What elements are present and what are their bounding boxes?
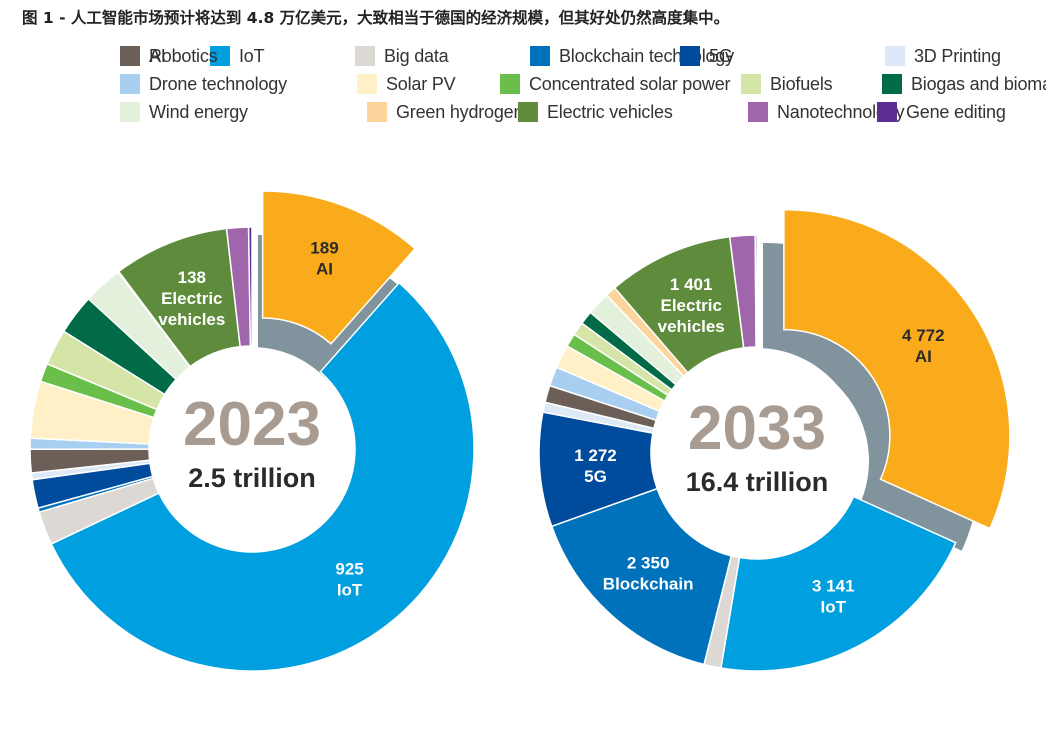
legend-label: 5G [709, 45, 733, 66]
legend-label: Concentrated solar power [529, 73, 731, 94]
slice-value-label: 1 272 [574, 446, 617, 465]
slice-name-label: IoT [337, 580, 363, 599]
slice-name-label: AI [915, 347, 932, 366]
legend-swatch [680, 46, 700, 66]
legend-label: Wind energy [149, 101, 248, 122]
legend-row: Wind energy Green hydrogen Electric vehicl… [120, 98, 1020, 126]
legend-swatch [500, 74, 520, 94]
slice-name-label: AI [316, 259, 333, 278]
legend-item-robotics: Robotics [120, 42, 218, 70]
legend-item-biofuels: Biofuels [741, 70, 833, 98]
legend-swatch [748, 102, 768, 122]
legend-item-hydrogen: Green hydrogen [367, 98, 523, 126]
donut-chart-2023: 2023 2.5 trillion 189 AI 925 IoT 138 Electric ve… [29, 190, 475, 672]
donut-chart-2033: 2033 16.4 trillion 4 772 AI 3 141 IoT 2 350 Blo… [538, 208, 1011, 672]
legend-item-biogas: Biogas and biomass [882, 70, 1046, 98]
slice-gene [754, 234, 758, 348]
legend-swatch [120, 102, 140, 122]
legend-label: Biogas and biomass [911, 73, 1046, 94]
legend-label: Gene editing [906, 101, 1006, 122]
slice-ai [783, 208, 1011, 530]
legend-label: Big data [384, 45, 449, 66]
legend-row: AI IoT Big data Blockchain technology 5G 3D P… [120, 42, 1020, 70]
slice-value-label: 138 [178, 268, 206, 287]
legend-swatch [885, 46, 905, 66]
legend-swatch [741, 74, 761, 94]
donut-hole [652, 348, 862, 558]
legend-swatch [210, 46, 230, 66]
legend-row: Drone technology Solar PV Concentrated sol… [120, 70, 1046, 98]
legend-item-gene: Gene editing [877, 98, 1006, 126]
legend-swatch [120, 74, 140, 94]
legend-label: Electric vehicles [547, 101, 673, 122]
legend-label: Nanotechnology [777, 101, 905, 122]
legend-label: Robotics [149, 45, 218, 66]
slice-value-label: 2 350 [627, 553, 670, 572]
slice-blockchain [550, 487, 733, 666]
slice-name-label: Electric [161, 289, 222, 308]
legend-item-ev: Electric vehicles [518, 98, 673, 126]
legend-swatch [530, 46, 550, 66]
total-label: 16.4 trillion [686, 467, 829, 497]
legend-item-solarpv: Solar PV [357, 70, 456, 98]
slice-name-label: vehicles [158, 310, 225, 329]
legend-item-csp: Concentrated solar power [500, 70, 731, 98]
slice-value-label: 4 772 [902, 326, 945, 345]
slice-name-label: vehicles [658, 317, 725, 336]
year-label: 2023 [183, 390, 321, 459]
legend-item-wind: Wind energy [120, 98, 248, 126]
year-label: 2033 [688, 394, 826, 463]
legend-swatch [877, 102, 897, 122]
legend-label: Drone technology [149, 73, 287, 94]
legend-label: 3D Printing [914, 45, 1001, 66]
legend-swatch [357, 74, 377, 94]
legend-label: IoT [239, 45, 265, 66]
legend-swatch [355, 46, 375, 66]
legend-item-5g: 5G [680, 42, 733, 70]
legend-swatch [882, 74, 902, 94]
slice-value-label: 1 401 [670, 275, 713, 294]
slice-value-label: 189 [310, 238, 338, 257]
legend-swatch [120, 46, 140, 66]
legend-swatch [518, 102, 538, 122]
slice-gene [247, 226, 253, 347]
legend-label: Solar PV [386, 73, 456, 94]
legend-item-drone: Drone technology [120, 70, 287, 98]
chart-title: 图 1 - 人工智能市场预计将达到 4.8 万亿美元，大致相当于德国的经济规模，… [22, 9, 730, 27]
slice-iot [720, 495, 957, 672]
legend-item-3dprinting: 3D Printing [885, 42, 1001, 70]
legend-label: Biofuels [770, 73, 833, 94]
legend-item-nano: Nanotechnology [748, 98, 904, 126]
total-label: 2.5 trillion [188, 463, 316, 493]
slice-value-label: 3 141 [812, 576, 855, 595]
legend: AI IoT Big data Blockchain technology 5G 3D P… [120, 42, 1046, 126]
slice-ai [261, 190, 417, 345]
legend-label: Green hydrogen [396, 101, 524, 122]
slice-name-label: Electric [660, 296, 721, 315]
slice-name-label: 5G [584, 467, 607, 486]
legend-item-iot: IoT [210, 42, 265, 70]
legend-item-bigdata: Big data [355, 42, 449, 70]
slice-value-label: 925 [335, 559, 363, 578]
legend-label: AI [149, 45, 166, 66]
legend-swatch [367, 102, 387, 122]
donut-hole [150, 347, 354, 551]
slice-iot [50, 281, 475, 672]
slice-name-label: IoT [821, 597, 847, 616]
slice-name-label: Blockchain [603, 574, 694, 593]
